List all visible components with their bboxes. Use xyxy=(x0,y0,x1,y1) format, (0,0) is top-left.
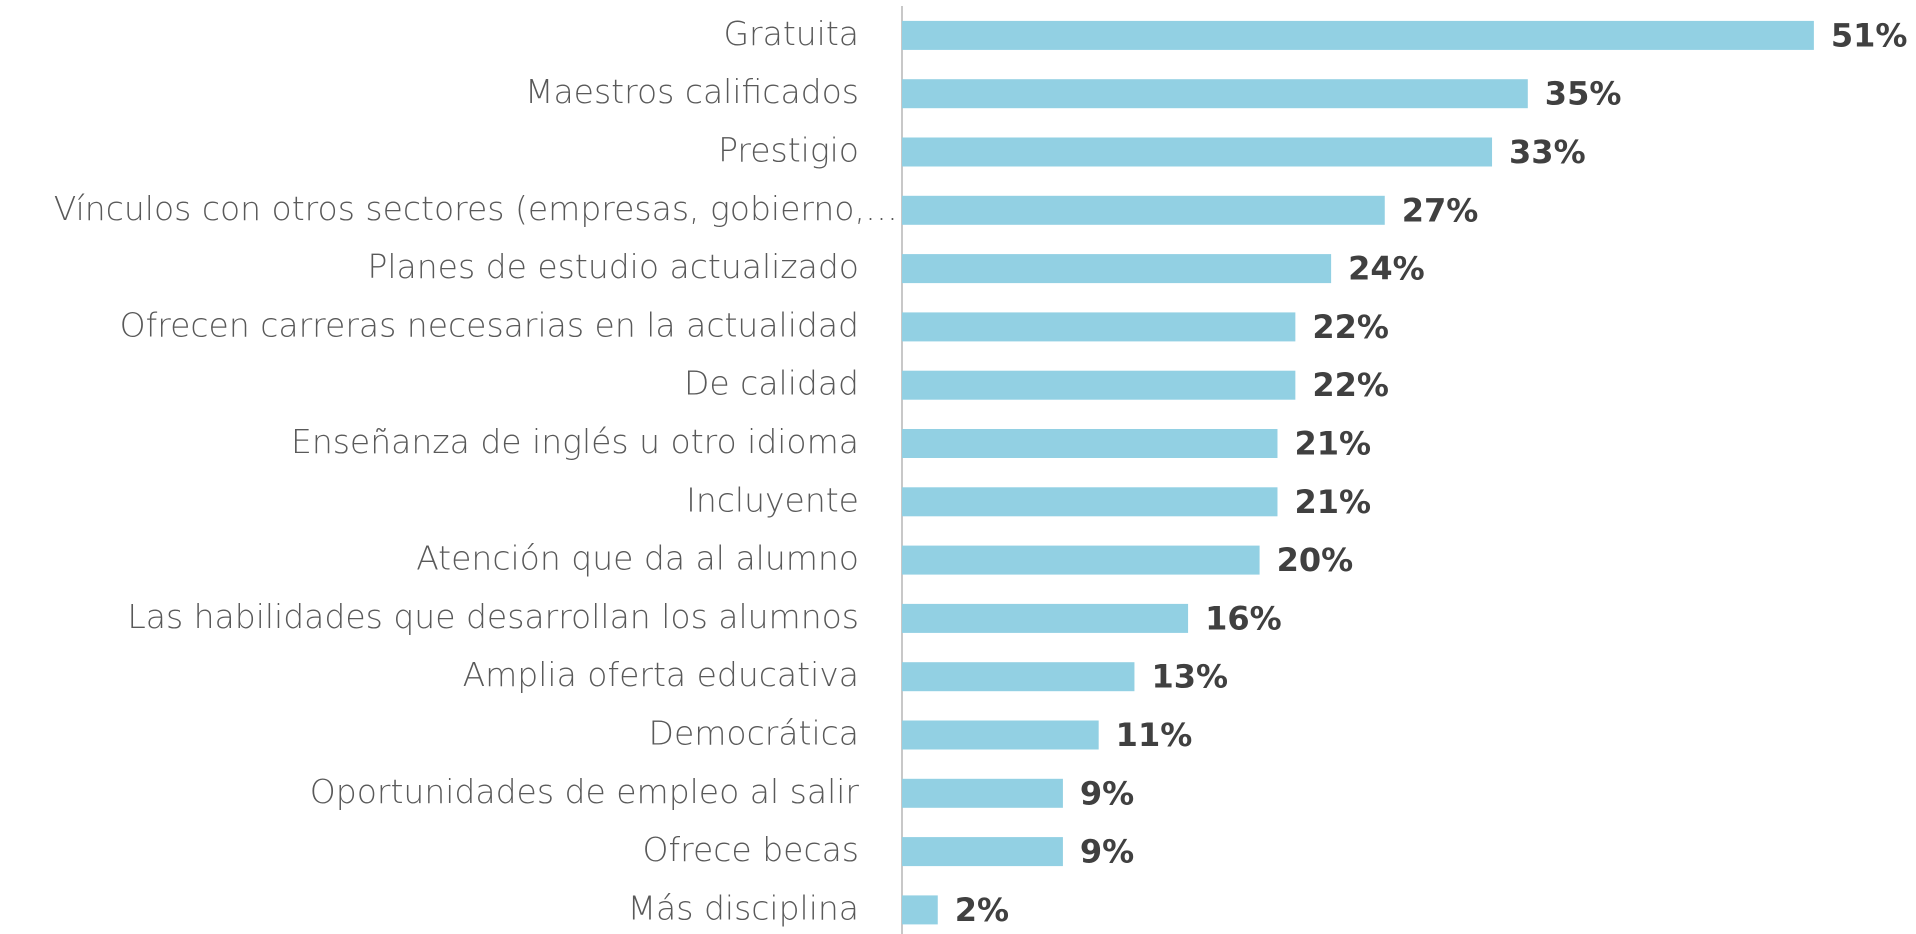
category-label: Atención que da al alumno xyxy=(416,539,859,578)
category-label: Incluyente xyxy=(686,480,859,519)
category-label: Amplia oferta educativa xyxy=(463,655,859,694)
value-label: 21% xyxy=(1294,483,1371,521)
bar xyxy=(902,837,1063,867)
value-label: 33% xyxy=(1509,133,1586,171)
bar xyxy=(902,487,1278,517)
category-label: Ofrecen carreras necesarias en la actual… xyxy=(120,305,859,344)
value-label: 22% xyxy=(1312,308,1389,346)
bar xyxy=(902,895,938,925)
bar xyxy=(902,20,1814,50)
category-label: Las habilidades que desarrollan los alum… xyxy=(127,597,859,636)
bar xyxy=(902,429,1278,458)
value-label: 11% xyxy=(1116,716,1193,754)
category-label: Ofrece becas xyxy=(643,830,859,869)
value-label: 27% xyxy=(1402,191,1479,229)
category-label: Vínculos con otros sectores (empresas, g… xyxy=(54,189,898,228)
bar xyxy=(902,545,1260,575)
value-label: 2% xyxy=(955,891,1009,929)
category-label: Oportunidades de empleo al salir xyxy=(310,772,860,811)
category-label: Prestigio xyxy=(718,131,859,170)
category-label: Enseñanza de inglés u otro idioma xyxy=(291,422,859,461)
bar xyxy=(902,312,1296,342)
bar xyxy=(902,778,1063,808)
value-label: 16% xyxy=(1205,599,1282,637)
value-label: 21% xyxy=(1294,425,1371,463)
bar xyxy=(902,195,1385,225)
bar xyxy=(902,254,1332,284)
value-label: 24% xyxy=(1348,250,1425,288)
value-label: 22% xyxy=(1312,366,1389,404)
value-label: 51% xyxy=(1831,16,1908,54)
value-label: 13% xyxy=(1151,658,1228,696)
category-label: Gratuita xyxy=(723,14,859,53)
bar xyxy=(902,370,1296,400)
value-label: 20% xyxy=(1277,541,1354,579)
bar xyxy=(902,79,1528,109)
category-label: De calidad xyxy=(684,364,859,403)
value-label: 35% xyxy=(1545,75,1622,113)
bar xyxy=(902,137,1493,167)
value-label: 9% xyxy=(1080,833,1134,871)
category-label: Más disciplina xyxy=(628,888,859,927)
category-label: Democrática xyxy=(649,714,859,753)
bar xyxy=(902,662,1135,692)
category-label: Planes de estudio actualizado xyxy=(367,247,859,286)
value-label: 9% xyxy=(1080,774,1134,812)
category-label: Maestros calificados xyxy=(525,72,859,111)
bar xyxy=(902,720,1099,750)
bar xyxy=(902,603,1189,633)
